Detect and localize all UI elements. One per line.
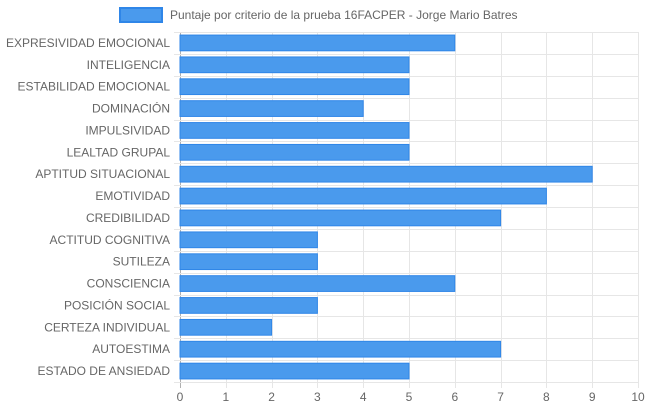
- y-tick-label: IMPULSIVIDAD: [85, 123, 170, 137]
- bar[interactable]: [179, 187, 547, 205]
- bar[interactable]: [179, 318, 273, 336]
- y-tick-label: SUTILEZA: [113, 255, 170, 269]
- bar[interactable]: [179, 297, 318, 314]
- y-tick-label: CREDIBILIDAD: [86, 211, 170, 225]
- bar[interactable]: [179, 253, 318, 271]
- bar[interactable]: [179, 100, 364, 117]
- y-tick-label: EXPRESIVIDAD EMOCIONAL: [6, 36, 170, 50]
- x-tick-label: 4: [360, 390, 367, 404]
- y-tick-label: ESTADO DE ANSIEDAD: [38, 364, 171, 378]
- y-tick-label: INTELIGENCIA: [87, 58, 170, 72]
- x-tick-label: 7: [497, 390, 504, 404]
- legend-swatch: [119, 7, 163, 23]
- x-tick-label: 6: [451, 390, 458, 404]
- legend[interactable]: Puntaje por criterio de la prueba 16FACP…: [119, 7, 518, 23]
- bar[interactable]: [179, 275, 456, 292]
- x-tick-label: 3: [314, 390, 321, 404]
- bars: [179, 34, 593, 380]
- bar[interactable]: [179, 362, 410, 380]
- y-tick-label: ESTABILIDAD EMOCIONAL: [18, 80, 171, 94]
- y-tick-label: LEALTAD GRUPAL: [67, 145, 171, 159]
- y-tick-label: DOMINACIÓN: [92, 101, 170, 116]
- bar[interactable]: [179, 340, 502, 358]
- x-tick-label: 9: [589, 390, 596, 404]
- x-axis-labels: 0 1 2 3 4 5 6 7 8 9 10: [177, 390, 645, 404]
- bar[interactable]: [179, 34, 456, 52]
- x-tick-label: 1: [222, 390, 229, 404]
- y-tick-label: EMOTIVIDAD: [95, 189, 170, 203]
- bar[interactable]: [179, 122, 410, 139]
- x-tick-label: 2: [268, 390, 275, 404]
- bar[interactable]: [179, 209, 502, 227]
- x-tick-label: 8: [543, 390, 550, 404]
- y-axis-labels: EXPRESIVIDAD EMOCIONAL INTELIGENCIA ESTABI…: [6, 36, 170, 378]
- bar[interactable]: [179, 56, 410, 74]
- y-tick-label: APTITUD SITUACIONAL: [35, 167, 170, 181]
- y-tick-label: POSICIÓN SOCIAL: [64, 297, 170, 312]
- bar[interactable]: [179, 165, 593, 183]
- bar[interactable]: [179, 78, 410, 96]
- y-tick-label: AUTOESTIMA: [92, 342, 170, 356]
- x-tick-label: 5: [406, 390, 413, 404]
- x-tick-label: 10: [631, 390, 645, 404]
- y-tick-label: CONSCIENCIA: [87, 277, 170, 291]
- y-tick-label: CERTEZA INDIVIDUAL: [44, 320, 170, 334]
- legend-label: Puntaje por criterio de la prueba 16FACP…: [170, 8, 518, 22]
- bar[interactable]: [179, 143, 410, 161]
- x-tick-label: 0: [177, 390, 184, 404]
- bar[interactable]: [179, 231, 318, 249]
- y-tick-label: ACTITUD COGNITIVA: [50, 233, 170, 247]
